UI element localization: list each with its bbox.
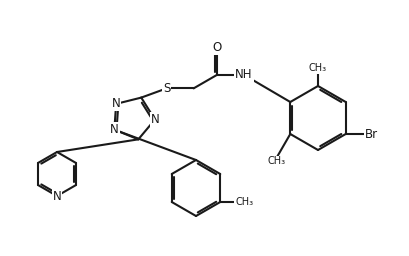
Text: N: N xyxy=(110,123,119,136)
Text: CH₃: CH₃ xyxy=(235,197,253,207)
Text: Br: Br xyxy=(365,127,378,141)
Text: N: N xyxy=(53,189,61,202)
Text: CH₃: CH₃ xyxy=(268,156,286,166)
Text: CH₃: CH₃ xyxy=(309,63,327,73)
Text: N: N xyxy=(112,97,121,110)
Text: S: S xyxy=(163,82,170,95)
Text: N: N xyxy=(151,113,160,126)
Text: O: O xyxy=(212,41,222,54)
Text: NH: NH xyxy=(235,68,253,81)
